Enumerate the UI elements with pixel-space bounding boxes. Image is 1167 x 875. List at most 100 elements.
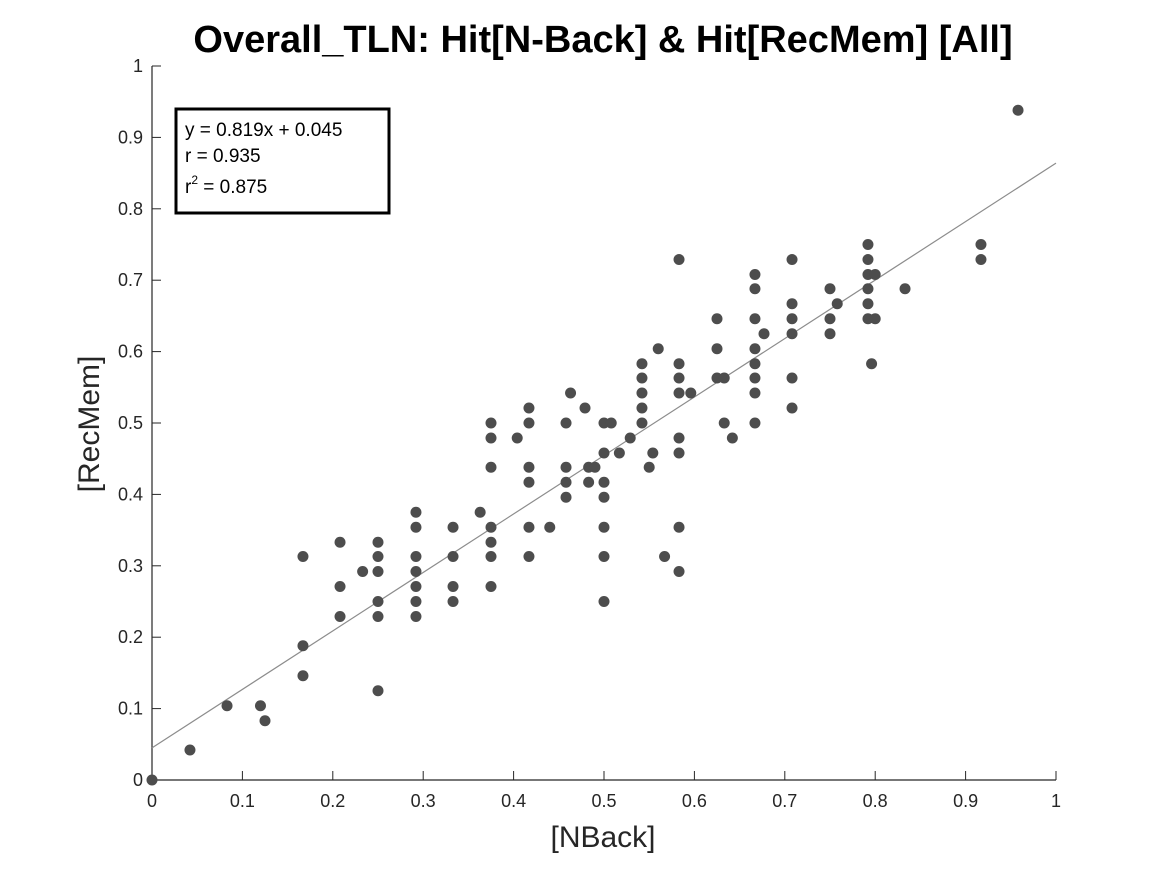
data-point [373,685,384,696]
data-point [674,566,685,577]
data-point [862,283,873,294]
data-point [523,551,534,562]
data-point [599,477,610,488]
data-point [486,432,497,443]
x-tick-label: 1 [1051,791,1061,811]
data-point [749,373,760,384]
data-point [410,507,421,518]
data-point [599,447,610,458]
y-tick-label: 0.1 [118,699,143,719]
data-point [599,551,610,562]
data-point [523,418,534,429]
data-point [749,313,760,324]
data-point [561,477,572,488]
data-point [599,596,610,607]
data-point [749,358,760,369]
chart-title: Overall_TLN: Hit[N-Back] & Hit[RecMem] [… [193,19,1012,61]
data-point [583,477,594,488]
x-tick-label: 0.5 [591,791,616,811]
data-point [335,611,346,622]
data-point [260,715,271,726]
data-point [184,745,195,756]
y-tick-label: 0.3 [118,556,143,576]
data-point [787,403,798,414]
data-point [297,640,308,651]
data-point [749,269,760,280]
data-point [787,373,798,384]
y-tick-label: 0.8 [118,199,143,219]
data-point [787,254,798,265]
data-point [636,388,647,399]
data-point [297,551,308,562]
data-point [486,418,497,429]
r-squared: r2 = 0.875 [185,173,267,198]
data-point [580,403,591,414]
data-point [787,298,798,309]
y-tick-label: 0.4 [118,484,143,504]
y-tick-label: 0.2 [118,627,143,647]
x-tick-label: 0.3 [411,791,436,811]
x-tick-label: 0.9 [953,791,978,811]
data-point [255,700,266,711]
y-tick-label: 0.6 [118,342,143,362]
data-point [448,596,459,607]
data-point [825,328,836,339]
data-point [636,358,647,369]
x-tick-label: 0.8 [863,791,888,811]
data-point [674,447,685,458]
data-point [373,611,384,622]
data-point [410,581,421,592]
x-axis-label: [NBack] [550,821,655,854]
data-point [335,537,346,548]
data-point [975,254,986,265]
data-point [712,313,723,324]
data-point [486,462,497,473]
data-point [475,507,486,518]
data-point [544,522,555,533]
data-point [625,432,636,443]
data-point [749,343,760,354]
data-point [561,418,572,429]
data-point [749,418,760,429]
data-point [448,551,459,562]
data-point [636,418,647,429]
data-point [561,462,572,473]
data-point [685,388,696,399]
data-point [523,477,534,488]
data-point [410,522,421,533]
data-point [674,358,685,369]
data-point [512,432,523,443]
data-point [523,462,534,473]
data-point [975,239,986,250]
y-tick-label: 0.9 [118,127,143,147]
data-point [357,566,368,577]
y-tick-label: 0 [133,770,143,790]
data-point [606,418,617,429]
data-point [486,551,497,562]
data-point [825,313,836,324]
x-tick-label: 0.2 [320,791,345,811]
data-point [523,522,534,533]
data-point [486,537,497,548]
correlation-r: r = 0.935 [185,146,261,167]
regression-equation: y = 0.819x + 0.045 [185,120,342,141]
data-point [787,313,798,324]
y-tick-label: 0.5 [118,413,143,433]
data-point [486,522,497,533]
x-tick-label: 0.6 [682,791,707,811]
data-point [674,388,685,399]
data-point [749,283,760,294]
data-point [900,283,911,294]
data-point [589,462,600,473]
data-point [335,581,346,592]
data-point [1013,105,1024,116]
data-point [647,447,658,458]
data-point [862,298,873,309]
r-squared-value: = 0.875 [198,177,267,198]
data-point [410,611,421,622]
data-point [373,537,384,548]
data-point [297,670,308,681]
data-point [448,581,459,592]
data-point [614,447,625,458]
data-point [674,373,685,384]
